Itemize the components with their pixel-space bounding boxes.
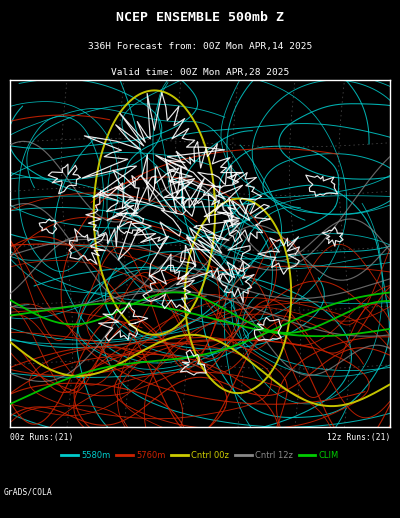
- Text: 12z Runs:(21): 12z Runs:(21): [327, 433, 390, 442]
- Legend: 5580m, 5760m, Cntrl 00z, Cntrl 12z, CLIM: 5580m, 5760m, Cntrl 00z, Cntrl 12z, CLIM: [58, 448, 342, 464]
- Text: Valid time: 00Z Mon APR,28 2025: Valid time: 00Z Mon APR,28 2025: [111, 68, 289, 77]
- Text: 00z Runs:(21): 00z Runs:(21): [10, 433, 73, 442]
- Text: GrADS/COLA: GrADS/COLA: [4, 487, 53, 497]
- Text: NCEP ENSEMBLE 500mb Z: NCEP ENSEMBLE 500mb Z: [116, 11, 284, 24]
- Text: 336H Forecast from: 00Z Mon APR,14 2025: 336H Forecast from: 00Z Mon APR,14 2025: [88, 42, 312, 51]
